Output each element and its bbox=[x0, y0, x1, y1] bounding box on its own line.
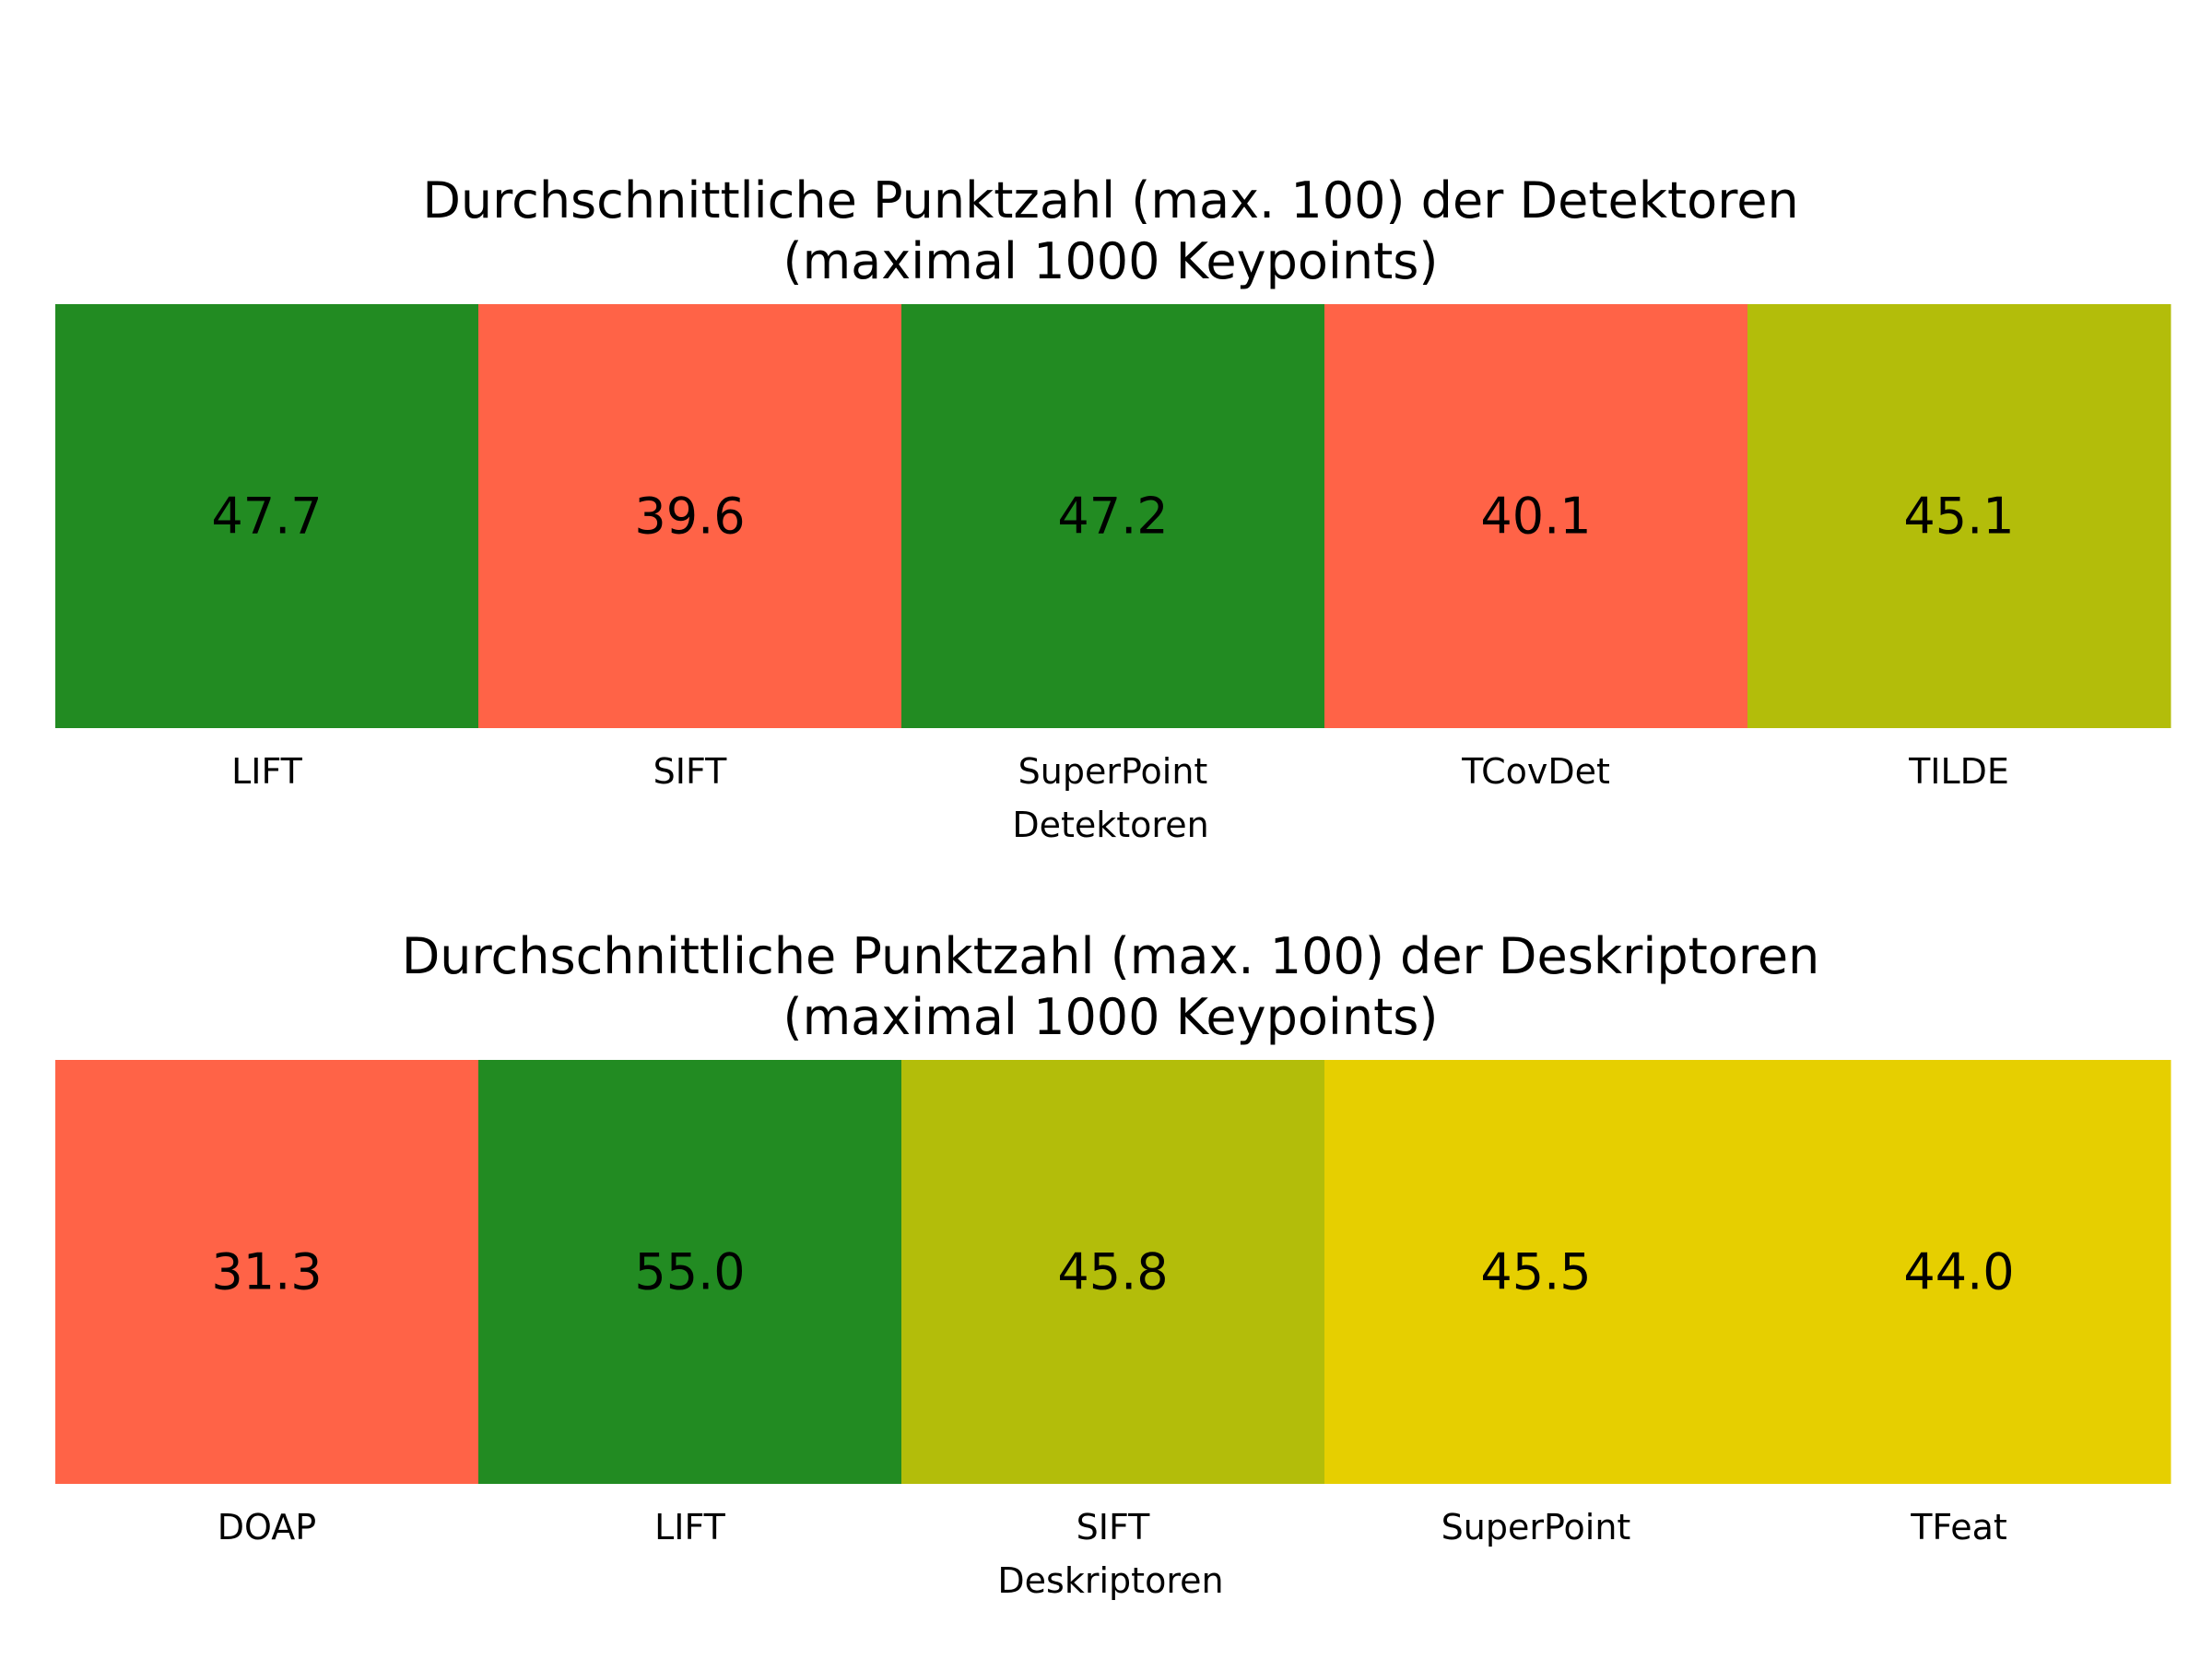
descriptors-value-label: 45.5 bbox=[1480, 1243, 1591, 1301]
descriptors-cell-tfeat bbox=[1747, 1060, 2171, 1484]
detectors-x-ticks: LIFT SIFT SuperPoint TCovDet TILDE bbox=[231, 751, 2009, 792]
descriptors-cells: 31.3 55.0 45.8 45.5 44.0 bbox=[55, 1060, 2171, 1484]
detectors-value-label: 47.2 bbox=[1057, 488, 1168, 546]
detectors-cell-tilde bbox=[1747, 304, 2171, 728]
descriptors-tick-label: SuperPoint bbox=[1441, 1507, 1631, 1547]
descriptors-subtitle: (maximal 1000 Keypoints) bbox=[783, 988, 1439, 1046]
descriptors-heatmap: Durchschnittliche Punktzahl (max. 100) d… bbox=[55, 927, 2171, 1601]
detectors-tick-label: TILDE bbox=[1908, 751, 2009, 792]
descriptors-cell-lift bbox=[478, 1060, 902, 1484]
detectors-title: Durchschnittliche Punktzahl (max. 100) d… bbox=[422, 171, 1798, 229]
detectors-subtitle: (maximal 1000 Keypoints) bbox=[783, 232, 1439, 290]
descriptors-title: Durchschnittliche Punktzahl (max. 100) d… bbox=[402, 927, 1820, 985]
descriptors-tick-label: DOAP bbox=[218, 1507, 316, 1547]
descriptors-cell-doap bbox=[55, 1060, 479, 1484]
descriptors-tick-label: TFeat bbox=[1910, 1507, 2007, 1547]
descriptors-cell-superpoint bbox=[1324, 1060, 1748, 1484]
detectors-cells: 47.7 39.6 47.2 40.1 45.1 bbox=[55, 304, 2171, 728]
descriptors-tick-label: LIFT bbox=[654, 1507, 726, 1547]
descriptors-cell-sift bbox=[901, 1060, 1325, 1484]
detectors-value-label: 47.7 bbox=[211, 488, 322, 546]
descriptors-value-label: 45.8 bbox=[1057, 1243, 1168, 1301]
detectors-tick-label: TCovDet bbox=[1461, 751, 1610, 792]
descriptors-value-label: 44.0 bbox=[1903, 1243, 2014, 1301]
detectors-value-label: 40.1 bbox=[1480, 488, 1591, 546]
detectors-tick-label: LIFT bbox=[231, 751, 303, 792]
descriptors-value-label: 31.3 bbox=[211, 1243, 322, 1301]
detectors-value-label: 45.1 bbox=[1903, 488, 2014, 546]
detectors-tick-label: SuperPoint bbox=[1018, 751, 1208, 792]
detectors-cell-sift bbox=[478, 304, 902, 728]
detectors-cell-superpoint bbox=[901, 304, 1325, 728]
descriptors-value-label: 55.0 bbox=[634, 1243, 745, 1301]
detectors-heatmap: Durchschnittliche Punktzahl (max. 100) d… bbox=[55, 171, 2171, 845]
detectors-cell-tcovdet bbox=[1324, 304, 1748, 728]
detectors-tick-label: SIFT bbox=[653, 751, 728, 792]
detectors-value-label: 39.6 bbox=[634, 488, 745, 546]
detectors-x-axis-label: Detektoren bbox=[1012, 805, 1208, 845]
descriptors-x-axis-label: Deskriptoren bbox=[997, 1560, 1223, 1601]
descriptors-x-ticks: DOAP LIFT SIFT SuperPoint TFeat bbox=[218, 1507, 2007, 1547]
descriptors-tick-label: SIFT bbox=[1077, 1507, 1151, 1547]
detectors-cell-lift bbox=[55, 304, 479, 728]
